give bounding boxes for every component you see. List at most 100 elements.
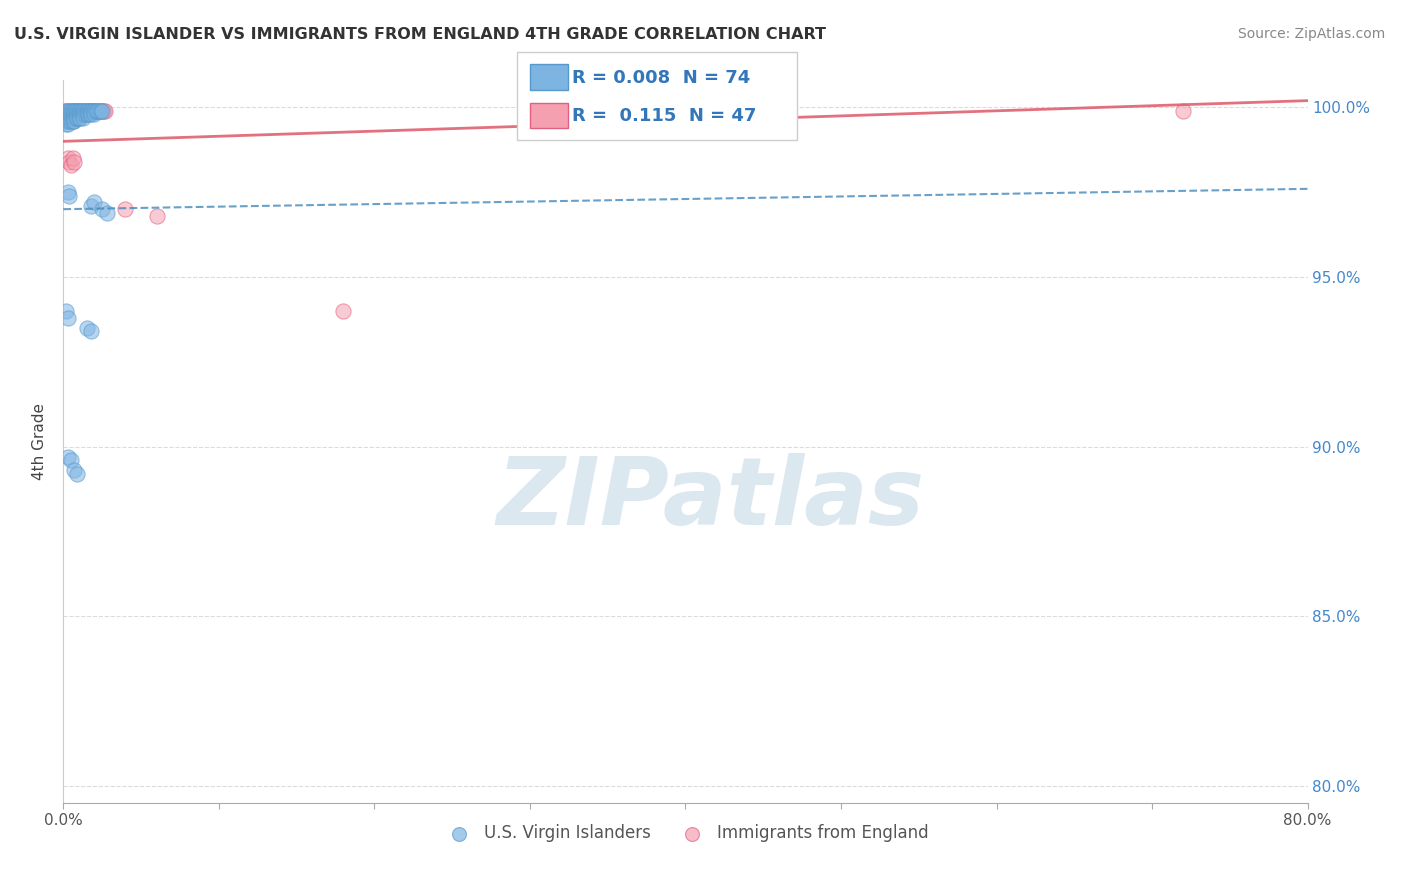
Point — [60, 453, 83, 467]
Point — [96, 205, 118, 219]
Point — [67, 107, 90, 121]
Point — [90, 103, 112, 118]
Point — [87, 103, 110, 118]
Point — [56, 185, 79, 199]
Point — [94, 103, 117, 118]
Point — [79, 103, 101, 118]
Point — [80, 324, 103, 338]
Point — [145, 209, 167, 223]
Point — [58, 154, 80, 169]
Text: R = 0.008  N = 74: R = 0.008 N = 74 — [572, 69, 751, 87]
Point — [60, 103, 83, 118]
Point — [84, 103, 107, 118]
Point — [82, 103, 104, 118]
Point — [72, 107, 94, 121]
Point — [91, 103, 114, 118]
Point — [56, 310, 79, 325]
Point — [69, 107, 91, 121]
Point — [77, 107, 100, 121]
Point — [70, 107, 93, 121]
Point — [60, 111, 83, 125]
Point — [73, 103, 96, 118]
Point — [69, 111, 91, 125]
Point — [56, 111, 79, 125]
Point — [58, 107, 80, 121]
Point — [69, 103, 91, 118]
Point — [72, 111, 94, 125]
Point — [55, 111, 77, 125]
Point — [65, 111, 87, 125]
Point — [62, 103, 84, 118]
Point — [56, 117, 79, 131]
Point — [76, 107, 98, 121]
Point — [66, 107, 89, 121]
Point — [62, 107, 84, 121]
Point — [77, 103, 100, 118]
Point — [58, 188, 80, 202]
Point — [332, 304, 354, 318]
Text: U.S. VIRGIN ISLANDER VS IMMIGRANTS FROM ENGLAND 4TH GRADE CORRELATION CHART: U.S. VIRGIN ISLANDER VS IMMIGRANTS FROM … — [14, 27, 827, 42]
Point — [91, 103, 114, 118]
Point — [93, 103, 115, 118]
Point — [76, 103, 98, 118]
Point — [55, 304, 77, 318]
Point — [63, 107, 86, 121]
Point — [66, 103, 89, 118]
Point — [53, 103, 76, 118]
Point — [53, 114, 76, 128]
Point — [67, 111, 90, 125]
Point — [65, 107, 87, 121]
Point — [63, 103, 86, 118]
Point — [63, 107, 86, 121]
Point — [80, 103, 103, 118]
Point — [56, 103, 79, 118]
Text: ZIPatlas: ZIPatlas — [496, 453, 924, 545]
Point — [60, 107, 83, 121]
Point — [58, 107, 80, 121]
Point — [53, 107, 76, 121]
Point — [72, 103, 94, 118]
Point — [58, 103, 80, 118]
Point — [76, 103, 98, 118]
Point — [62, 114, 84, 128]
Point — [63, 463, 86, 477]
Point — [76, 321, 98, 335]
Point — [62, 107, 84, 121]
Point — [60, 158, 83, 172]
Point — [70, 103, 93, 118]
Point — [63, 154, 86, 169]
Point — [79, 103, 101, 118]
Point — [84, 103, 107, 118]
Point — [86, 103, 108, 118]
Point — [86, 103, 108, 118]
Point — [87, 103, 110, 118]
Point — [60, 107, 83, 121]
Point — [55, 103, 77, 118]
Point — [55, 117, 77, 131]
Point — [1173, 103, 1195, 118]
Point — [114, 202, 136, 217]
Point — [80, 107, 103, 121]
Point — [55, 103, 77, 118]
Text: R =  0.115  N = 47: R = 0.115 N = 47 — [572, 107, 756, 125]
Point — [55, 107, 77, 121]
Point — [56, 450, 79, 464]
Point — [65, 103, 87, 118]
Point — [65, 103, 87, 118]
Point — [63, 103, 86, 118]
Point — [83, 103, 105, 118]
Point — [91, 202, 114, 217]
Point — [66, 111, 89, 125]
Text: Source: ZipAtlas.com: Source: ZipAtlas.com — [1237, 27, 1385, 41]
Point — [62, 151, 84, 165]
Point — [90, 103, 112, 118]
Point — [62, 111, 84, 125]
Point — [67, 103, 90, 118]
Point — [83, 103, 105, 118]
Point — [56, 151, 79, 165]
Point — [58, 114, 80, 128]
Point — [83, 195, 105, 210]
Point — [58, 111, 80, 125]
Point — [56, 107, 79, 121]
Point — [53, 107, 76, 121]
